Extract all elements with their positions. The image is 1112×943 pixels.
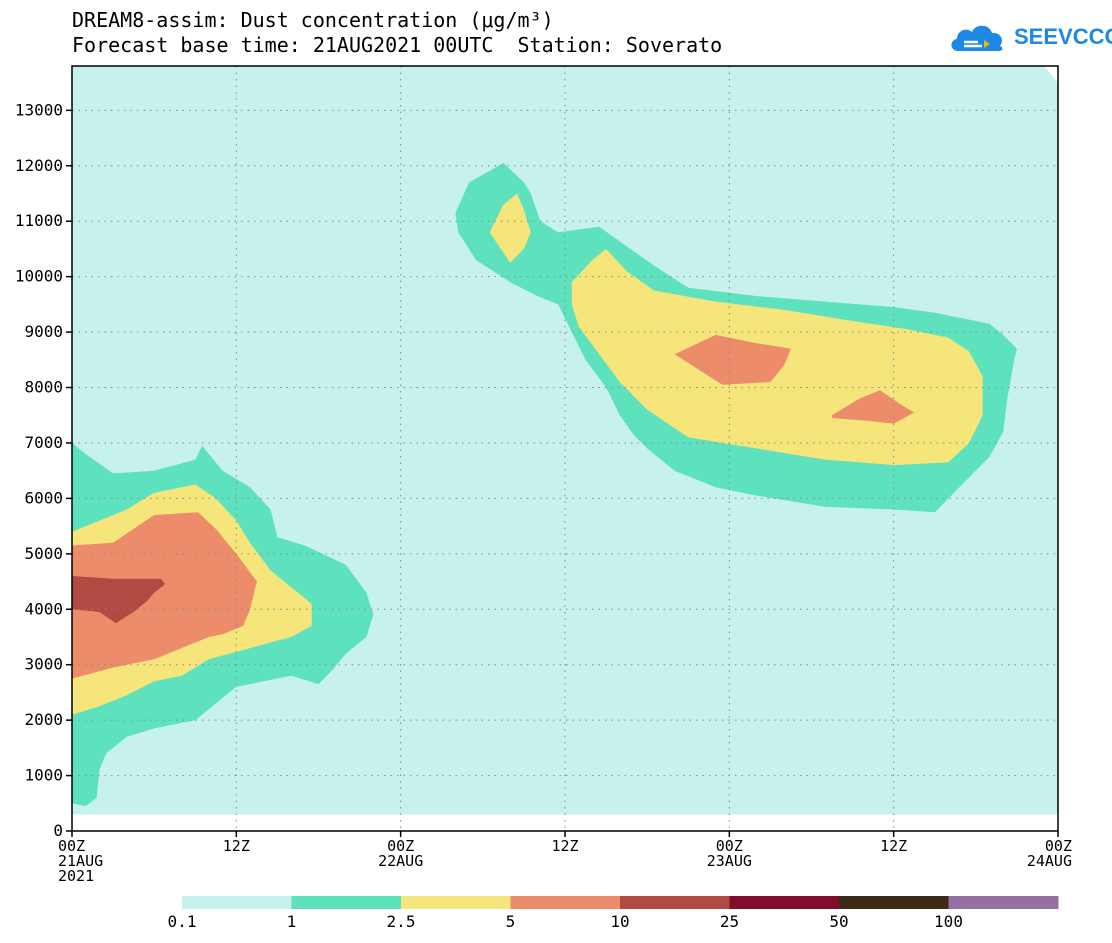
x-tick-label: 12Z	[223, 837, 250, 855]
upper-dust-plume-level-2.5-6	[489, 193, 531, 263]
y-tick-label: 1000	[24, 766, 63, 785]
legend-swatch	[620, 896, 730, 909]
x-tick-label: 23AUG	[707, 852, 752, 870]
legend-swatch	[948, 896, 1059, 909]
seevccc-logo	[948, 18, 1100, 58]
x-tick-label: 12Z	[551, 837, 578, 855]
x-tick-label: 00Z	[1045, 837, 1072, 855]
y-tick-label: 12000	[15, 156, 63, 175]
chart-subtitle: Forecast base time: 21AUG2021 00UTC Stat…	[72, 33, 723, 57]
y-tick-label: 11000	[15, 211, 63, 230]
legend-swatch	[839, 896, 949, 909]
y-tick-label: 8000	[24, 378, 63, 397]
chart-title: DREAM8-assim: Dust concentration (μg/m³)	[72, 8, 554, 32]
x-tick-label: 00Z	[387, 837, 414, 855]
legend-label: 5	[506, 912, 516, 931]
legend-swatch	[182, 896, 292, 909]
cloud-icon	[951, 25, 1003, 51]
legend-swatch	[401, 896, 511, 909]
y-axis: 0 1000 2000 3000 4000 5000 6000 7000 8000 9000 100…	[15, 100, 72, 840]
logo-text: SEEVCCC	[1014, 24, 1112, 49]
x-tick-label: 2021	[58, 867, 94, 885]
y-tick-label: 10000	[15, 267, 63, 286]
y-tick-label: 13000	[15, 100, 63, 119]
x-tick-label: 00Z	[716, 837, 743, 855]
x-tick-label: 24AUG	[1027, 852, 1072, 870]
legend-label: 1	[287, 912, 297, 931]
legend-label: 0.1	[168, 912, 197, 931]
y-tick-label: 0	[53, 821, 63, 840]
colorbar-legend: 0.1 1 2.5 5 10 25 50 100	[168, 896, 1059, 931]
x-tick-label: 12Z	[880, 837, 907, 855]
upper-dust-plume-level-5-9	[832, 390, 915, 424]
y-tick-label: 3000	[24, 655, 63, 674]
y-tick-label: 7000	[24, 433, 63, 452]
y-tick-label: 2000	[24, 710, 63, 729]
upper-dust-plume-level-5-8	[674, 334, 791, 385]
low-dust-plume-level-10-4	[72, 576, 166, 624]
x-tick-label: 22AUG	[378, 852, 423, 870]
y-tick-label: 4000	[24, 599, 63, 618]
legend-label: 50	[829, 912, 848, 931]
x-tick-label: 21AUG	[58, 852, 103, 870]
gridlines	[72, 66, 1058, 831]
x-tick-label: 00Z	[58, 837, 85, 855]
y-tick-label: 6000	[24, 488, 63, 507]
legend-label: 10	[610, 912, 629, 931]
legend-swatch	[510, 896, 621, 909]
y-tick-label: 9000	[24, 322, 63, 341]
y-tick-label: 5000	[24, 544, 63, 563]
contour-fill-group	[72, 66, 1058, 815]
legend-swatch	[729, 896, 840, 909]
legend-swatch	[291, 896, 402, 909]
legend-label: 25	[720, 912, 739, 931]
legend-label: 100	[934, 912, 963, 931]
legend-label: 2.5	[387, 912, 416, 931]
